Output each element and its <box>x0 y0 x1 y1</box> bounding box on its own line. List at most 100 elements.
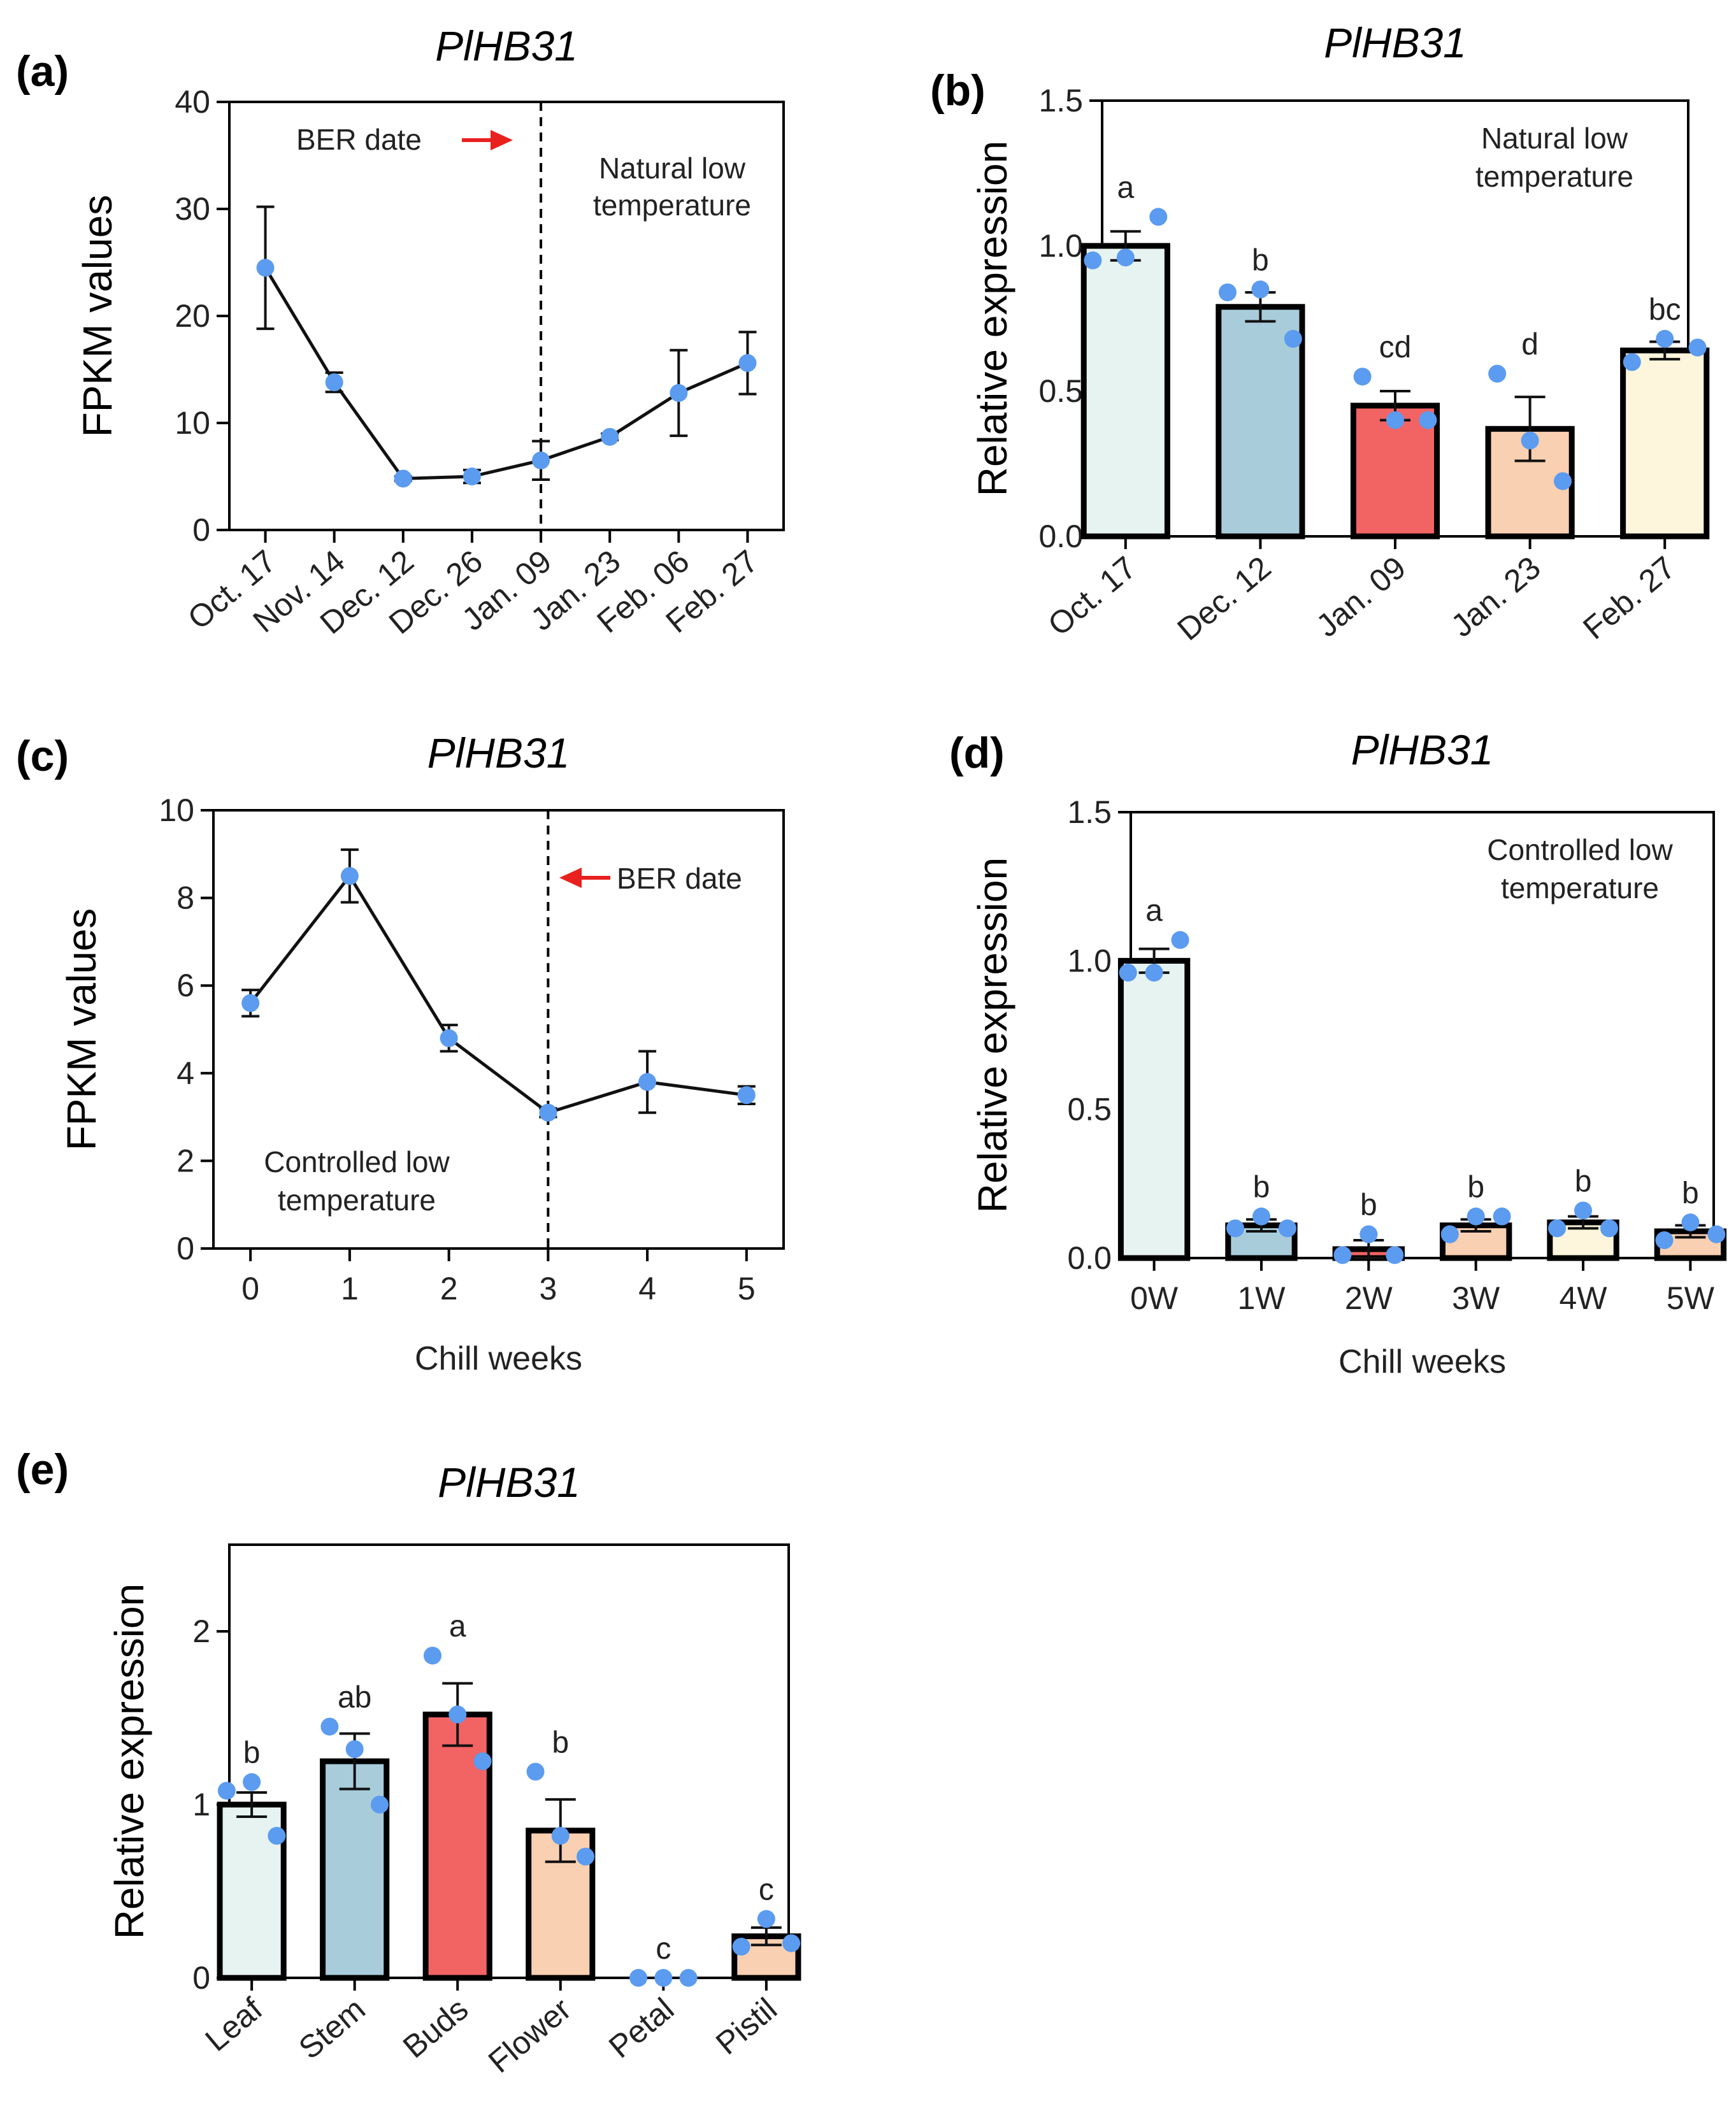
replicate-point <box>654 1969 673 1987</box>
condition-label: temperature <box>278 1184 436 1217</box>
replicate-point <box>1600 1219 1618 1238</box>
bar <box>1080 243 1170 540</box>
replicate-point <box>473 1752 492 1770</box>
replicate-point <box>1488 364 1507 383</box>
y-tick-label: 40 <box>175 84 210 120</box>
significance-letter: b <box>1360 1189 1377 1222</box>
chart-title: PlHB31 <box>427 729 570 776</box>
y-tick-label: 20 <box>175 298 210 334</box>
y-tick-label: 1.5 <box>1038 83 1083 118</box>
x-tick-label: Leaf <box>199 1991 269 2058</box>
replicate-point <box>1353 368 1372 386</box>
replicate-point <box>1116 248 1135 267</box>
replicate-point <box>1419 411 1437 429</box>
replicate-point <box>526 1763 545 1781</box>
replicate-point <box>1574 1201 1593 1220</box>
x-tick-label: Jan. 09 <box>1309 550 1412 644</box>
y-tick-label: 1.0 <box>1038 228 1083 264</box>
replicate-point <box>1707 1225 1726 1243</box>
x-tick-label: Jan. 23 <box>1444 550 1547 644</box>
x-tick-label: Stem <box>292 1991 371 2066</box>
y-tick-label: 1.0 <box>1067 943 1112 978</box>
significance-letter: ab <box>338 1681 371 1715</box>
replicate-point <box>1655 1231 1674 1249</box>
x-tick-label: Flower <box>482 1991 578 2080</box>
significance-letter: bc <box>1649 293 1681 327</box>
significance-letter: b <box>552 1726 569 1759</box>
x-tick-label: Pistil <box>709 1991 784 2062</box>
replicate-point <box>732 1938 750 1956</box>
y-tick-label: 2 <box>192 1614 210 1649</box>
condition-label: temperature <box>1475 160 1633 193</box>
data-point <box>638 1073 657 1091</box>
replicate-point <box>1554 472 1572 490</box>
replicate-point <box>679 1969 698 1987</box>
chart-title: PlHB31 <box>1324 19 1467 66</box>
replicate-point <box>577 1847 595 1866</box>
bar <box>1620 347 1710 540</box>
ber-arrow-head <box>559 868 582 888</box>
significance-letter: b <box>1682 1177 1699 1210</box>
bar <box>1117 957 1191 1261</box>
chart-panel-c: (c) PlHB31 0 2 4 6 8 10 FPKM values 0 1 2 3 4 5 Chill w… <box>16 729 785 1377</box>
error-bar <box>1514 396 1546 462</box>
data-point <box>670 383 688 402</box>
panel-label: (e) <box>16 1445 69 1494</box>
panel-label: (b) <box>930 66 986 115</box>
y-tick-label: 0.5 <box>1038 373 1083 409</box>
replicate-point <box>1084 251 1102 269</box>
condition-label: Natural low <box>1481 122 1628 155</box>
data-point <box>532 451 550 469</box>
replicate-point <box>243 1773 261 1791</box>
condition-label: Controlled low <box>264 1145 450 1178</box>
data-point <box>340 867 359 885</box>
chart-title: PlHB31 <box>438 1459 580 1506</box>
significance-letter: cd <box>1379 331 1412 364</box>
replicate-point <box>1656 329 1674 348</box>
condition-label: Controlled low <box>1487 833 1673 866</box>
replicate-point <box>1284 329 1302 348</box>
x-tick-label: 0 <box>241 1271 259 1306</box>
replicate-point <box>217 1782 236 1800</box>
significance-letter: b <box>1467 1171 1484 1205</box>
replicate-point <box>1681 1213 1700 1231</box>
significance-letter: c <box>759 1873 774 1907</box>
x-tick-label: Buds <box>396 1991 475 2065</box>
replicate-point <box>1171 931 1189 949</box>
data-point <box>394 469 412 488</box>
data-point <box>463 468 481 485</box>
replicate-point <box>782 1934 801 1952</box>
y-tick-label: 1.5 <box>1067 794 1112 830</box>
replicate-point <box>1119 964 1137 982</box>
x-tick-label: 2W <box>1345 1280 1393 1316</box>
x-tick-label: 5W <box>1667 1280 1715 1316</box>
replicate-point <box>370 1796 389 1814</box>
replicate-point <box>1386 411 1404 429</box>
chart-panel-e: (e) PlHB31 0 1 2 Relative expression Leaf Stem B… <box>16 1445 801 2080</box>
replicate-point <box>1623 353 1641 371</box>
chart-panel-d: (d) PlHB31 0.0 0.5 1.0 1.5 Relative expression… <box>949 726 1727 1380</box>
series-line <box>264 267 749 480</box>
replicate-point <box>1493 1207 1511 1226</box>
significance-letter: c <box>656 1932 671 1966</box>
data-point <box>256 259 275 277</box>
replicate-point <box>1252 1207 1270 1226</box>
y-tick-label: 2 <box>176 1143 194 1178</box>
panel-label: (a) <box>16 47 69 96</box>
x-tick-label: 3W <box>1452 1280 1500 1316</box>
replicate-point <box>551 1826 570 1845</box>
significance-letter: b <box>1575 1164 1592 1198</box>
y-tick-label: 1 <box>192 1787 210 1822</box>
x-tick-label: Petal <box>602 1991 680 2065</box>
replicate-point <box>1548 1219 1567 1238</box>
y-tick-label: 0 <box>176 1231 194 1266</box>
significance-letter: b <box>1253 1171 1270 1205</box>
y-tick-label: 4 <box>176 1055 194 1091</box>
replicate-point <box>1688 338 1707 357</box>
x-tick-label: 1W <box>1237 1280 1286 1316</box>
y-tick-label: 0.0 <box>1038 519 1083 554</box>
x-axis-label: Chill weeks <box>415 1340 582 1377</box>
replicate-point <box>320 1717 339 1736</box>
